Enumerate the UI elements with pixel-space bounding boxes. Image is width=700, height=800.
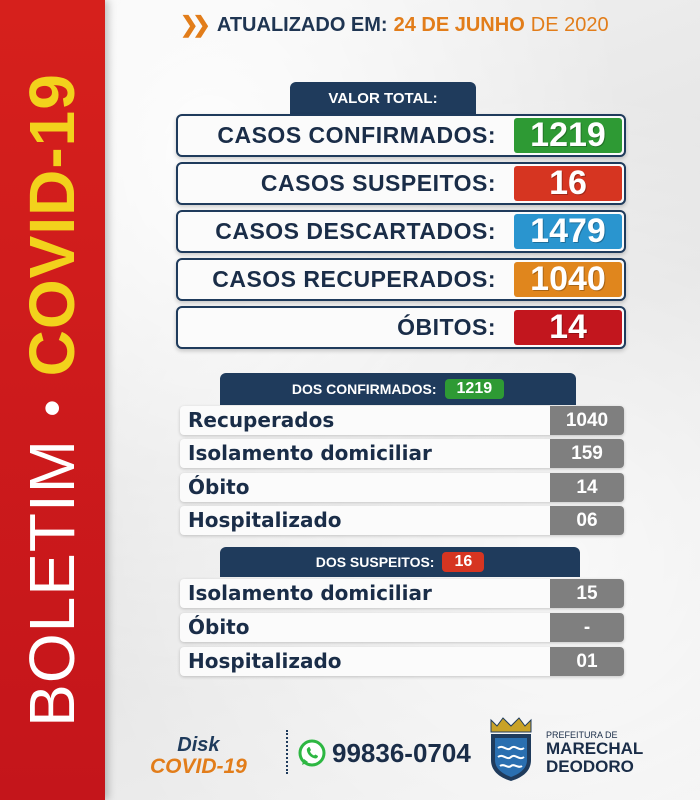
footer-divider bbox=[286, 730, 288, 774]
prefeitura-logo-text: PREFEITURA DE MARECHAL DEODORO bbox=[546, 730, 643, 776]
suspected-row: Hospitalizado 01 bbox=[180, 647, 624, 676]
total-row-label: CASOS DESCARTADOS: bbox=[215, 218, 496, 244]
total-section-title: VALOR TOTAL: bbox=[290, 82, 476, 116]
confirmed-row-label: Óbito bbox=[188, 475, 250, 499]
confirmed-row: Hospitalizado 06 bbox=[180, 506, 624, 535]
confirmed-row-label: Isolamento domiciliar bbox=[188, 441, 432, 465]
confirmed-row-label: Recuperados bbox=[188, 408, 335, 432]
total-row-suspected: CASOS SUSPEITOS: 16 bbox=[176, 162, 626, 205]
suspected-title-text: DOS SUSPEITOS: bbox=[315, 554, 435, 570]
suspected-row-value: 01 bbox=[550, 647, 624, 676]
total-row-value: 1219 bbox=[514, 118, 622, 153]
confirmed-row-value: 14 bbox=[550, 473, 624, 502]
suspected-row: Óbito - bbox=[180, 613, 624, 642]
confirmed-section-title: DOS CONFIRMADOS: 1219 bbox=[220, 373, 576, 405]
phone-number: 99836-0704 bbox=[332, 738, 471, 768]
sidebar-separator: • bbox=[24, 398, 80, 417]
confirmed-title-text: DOS CONFIRMADOS: bbox=[291, 381, 437, 397]
update-year: DE 2020 bbox=[530, 13, 609, 36]
sidebar-title: BOLETIM • COVID-19 bbox=[15, 73, 89, 727]
total-row-discarded: CASOS DESCARTADOS: 1479 bbox=[176, 210, 626, 253]
suspected-row-label: Óbito bbox=[188, 615, 250, 639]
disk-covid-label: COVID-19 bbox=[150, 755, 247, 778]
suspected-section-title: DOS SUSPEITOS: 16 bbox=[220, 547, 580, 577]
confirmed-row-value: 159 bbox=[550, 439, 624, 468]
total-row-deaths: ÓBITOS: 14 bbox=[176, 306, 626, 349]
update-header: ❯❯ ATUALIZADO EM: 24 DE JUNHO DE 2020 bbox=[180, 12, 650, 38]
total-row-label: ÓBITOS: bbox=[397, 314, 496, 340]
total-row-value: 1040 bbox=[514, 262, 622, 297]
suspected-row-label: Hospitalizado bbox=[188, 649, 342, 673]
total-row-label: CASOS RECUPERADOS: bbox=[212, 266, 496, 292]
suspected-row-value: - bbox=[550, 613, 624, 642]
total-row-value: 16 bbox=[514, 166, 622, 201]
city-name-line1: MARECHAL bbox=[546, 739, 644, 758]
confirmed-badge: 1219 bbox=[444, 379, 505, 399]
update-label: ATUALIZADO EM: bbox=[216, 13, 388, 36]
footer: Disk COVID-19 99836-0704 PREFEITURA DE M… bbox=[140, 716, 680, 786]
prefeitura-label: PREFEITURA DE bbox=[546, 730, 618, 740]
confirmed-row-value: 1040 bbox=[550, 406, 624, 435]
total-row-label: CASOS SUSPEITOS: bbox=[260, 170, 496, 196]
total-row-value: 1479 bbox=[514, 214, 622, 249]
total-row-confirmed: CASOS CONFIRMADOS: 1219 bbox=[176, 114, 626, 157]
total-row-label: CASOS CONFIRMADOS: bbox=[217, 122, 496, 148]
sidebar-word-covid: COVID-19 bbox=[16, 73, 88, 377]
whatsapp-icon bbox=[298, 739, 326, 767]
confirmed-row: Isolamento domiciliar 159 bbox=[180, 439, 624, 468]
suspected-row-label: Isolamento domiciliar bbox=[188, 581, 432, 605]
total-row-value: 14 bbox=[514, 310, 622, 345]
sidebar-word-boletim: BOLETIM bbox=[16, 438, 88, 727]
city-crest-icon bbox=[490, 717, 532, 781]
disk-label: Disk bbox=[177, 734, 220, 756]
update-date: 24 DE JUNHO bbox=[393, 13, 525, 36]
confirmed-row: Recuperados 1040 bbox=[180, 406, 624, 435]
disk-covid-logo: Disk COVID-19 bbox=[150, 734, 247, 778]
chevron-right-icon: ❯❯ bbox=[180, 12, 211, 37]
confirmed-row-value: 06 bbox=[550, 506, 624, 535]
suspected-row: Isolamento domiciliar 15 bbox=[180, 579, 624, 608]
suspected-badge: 16 bbox=[442, 552, 485, 572]
confirmed-row-label: Hospitalizado bbox=[188, 508, 342, 532]
suspected-row-value: 15 bbox=[550, 579, 624, 608]
total-row-recovered: CASOS RECUPERADOS: 1040 bbox=[176, 258, 626, 301]
confirmed-row: Óbito 14 bbox=[180, 473, 624, 502]
city-name-line2: DEODORO bbox=[546, 757, 634, 776]
sidebar-banner: BOLETIM • COVID-19 bbox=[0, 0, 105, 800]
